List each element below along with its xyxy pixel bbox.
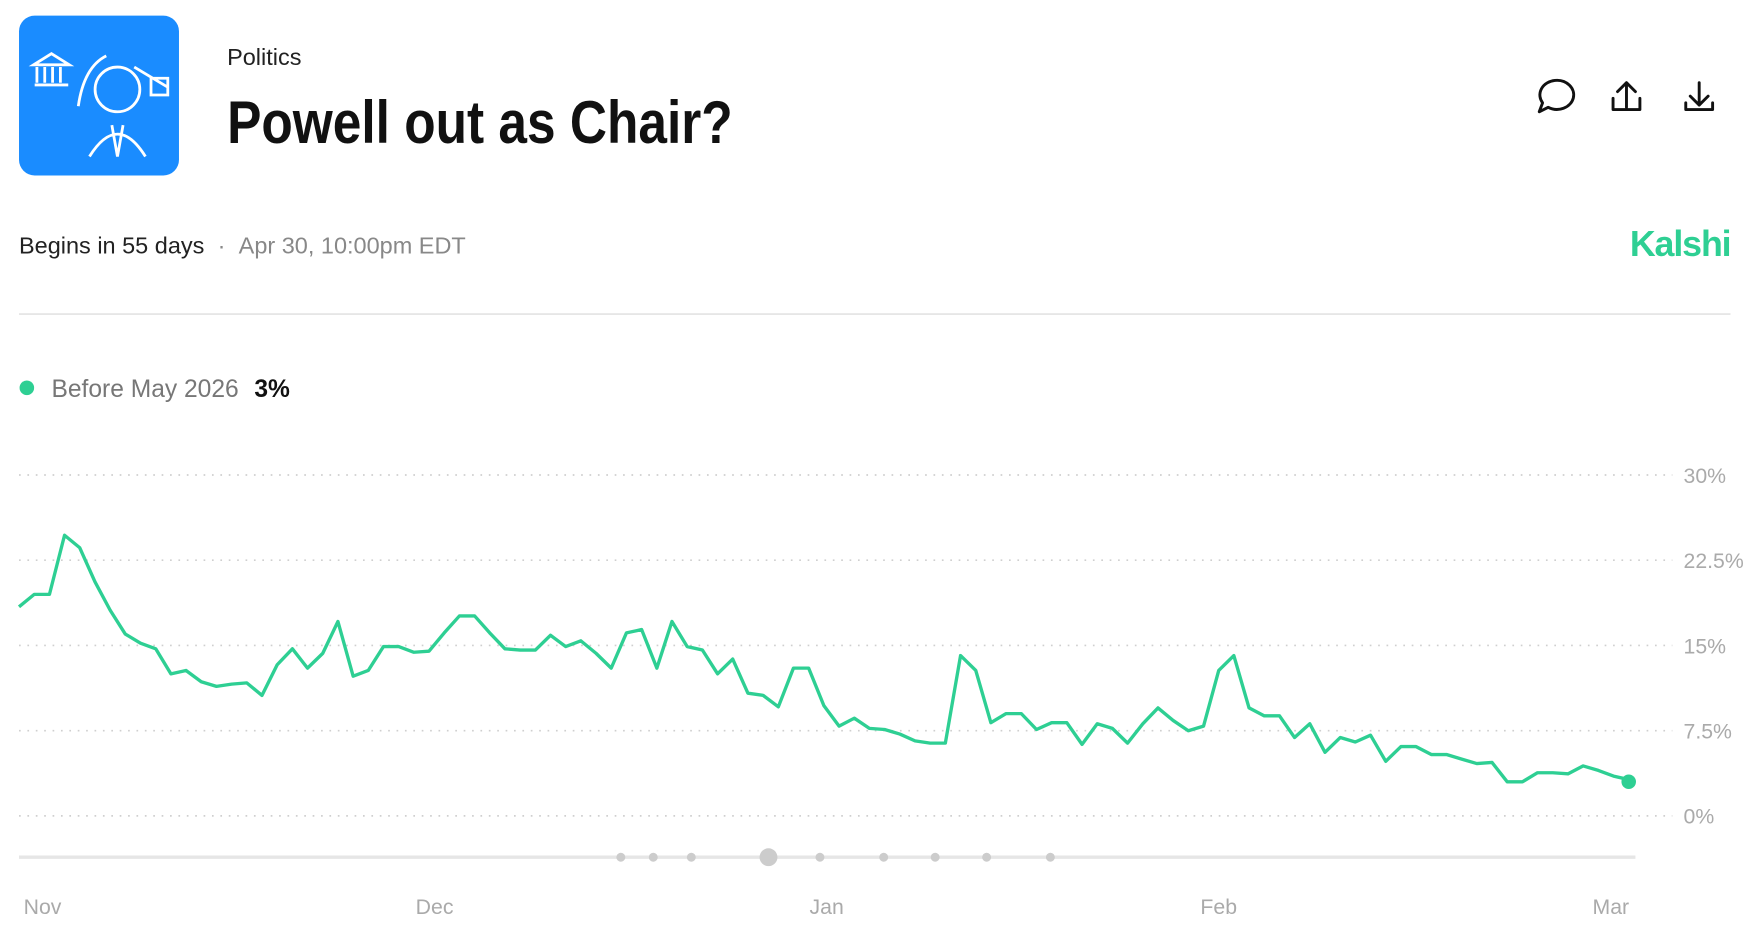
x-tick-label: Feb <box>1200 895 1237 919</box>
market-icon <box>19 15 179 176</box>
icon-illustration <box>28 51 170 158</box>
x-tick-label: Nov <box>24 895 62 919</box>
y-tick-label: 0% <box>1684 805 1715 829</box>
separator: · <box>218 233 226 259</box>
legend-name: Before May 2026 <box>51 376 238 403</box>
legend-swatch <box>19 380 35 396</box>
x-tick-label: Mar <box>1593 895 1630 919</box>
status-line: Begins in 55 days · Apr 30, 10:00pm EDT <box>19 233 466 259</box>
market-title: Powell out as Chair? <box>227 88 733 156</box>
brand-logo: Kalshi <box>1630 224 1731 264</box>
category: Politics <box>227 44 301 70</box>
y-tick-label: 30% <box>1684 464 1727 488</box>
scrubber-dots <box>616 848 1055 867</box>
comment-button[interactable] <box>1537 78 1576 114</box>
legend-entry: Before May 2026 3% <box>51 376 290 403</box>
last-point <box>1621 774 1636 790</box>
scrubber[interactable] <box>19 848 1636 867</box>
series-line <box>17 533 1630 784</box>
y-tick-label: 7.5% <box>1684 719 1733 743</box>
y-tick-label: 15% <box>1684 634 1727 658</box>
download-button[interactable] <box>1684 81 1715 111</box>
x-tick-label: Jan <box>810 895 844 919</box>
x-tick-label: Dec <box>416 895 454 919</box>
date: Apr 30, 10:00pm EDT <box>239 233 466 259</box>
y-tick-label: 22.5% <box>1684 549 1744 573</box>
legend-value: 3% <box>254 376 290 403</box>
status: Begins in 55 days <box>19 233 204 259</box>
share-button[interactable] <box>1611 81 1642 111</box>
